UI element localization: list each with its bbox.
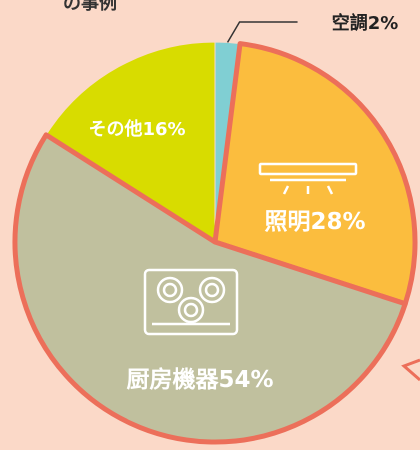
chart-title: の事例 [63,0,117,14]
slice-label: 空調2% [332,12,399,34]
value-label: 16% [142,119,185,140]
arrow-fragment [401,358,420,382]
stove-body [143,268,239,336]
burner [156,276,184,304]
value-label: 28% [310,209,365,235]
pie-slice [45,41,216,243]
category-label: 照明 [264,209,310,235]
slice-label: その他16% [88,118,185,140]
value-label: 2% [368,13,399,34]
light-ray [282,185,290,195]
burner [177,296,205,324]
category-label: その他 [88,118,142,140]
category-label: 空調 [332,12,368,34]
pie-slice [12,132,408,445]
category-label: 厨房機器 [126,366,219,393]
burner-inner [183,302,199,318]
slice-label: 照明28% [264,209,365,235]
light-ray [326,185,334,195]
light-icon [258,162,358,195]
burner [198,276,226,304]
light-body [258,162,358,176]
value-label: 54% [218,367,273,393]
slice-label: 厨房機器54% [126,366,273,393]
burner-inner [204,282,220,298]
burner-inner [162,282,178,298]
stove-icon [143,268,239,336]
leader-line [226,21,298,43]
